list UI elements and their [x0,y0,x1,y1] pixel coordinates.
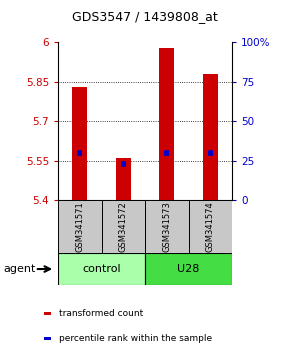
Text: percentile rank within the sample: percentile rank within the sample [59,333,212,343]
Bar [203,74,218,200]
Text: U28: U28 [177,264,200,274]
Bar [159,48,174,200]
Bar [58,200,102,253]
Text: control: control [82,264,121,274]
Bar [116,158,131,200]
Bar [44,312,51,315]
Bar [102,200,145,253]
Bar [188,200,232,253]
Bar [72,87,87,200]
Text: GSM341574: GSM341574 [206,201,215,252]
Text: GSM341573: GSM341573 [162,201,171,252]
Bar [58,253,145,285]
Text: transformed count: transformed count [59,309,143,318]
Bar [44,337,51,339]
Bar [145,200,188,253]
Text: GSM341572: GSM341572 [119,201,128,252]
Bar [145,253,232,285]
Text: GDS3547 / 1439808_at: GDS3547 / 1439808_at [72,10,218,23]
Text: agent: agent [3,264,35,274]
Text: GSM341571: GSM341571 [75,201,84,252]
